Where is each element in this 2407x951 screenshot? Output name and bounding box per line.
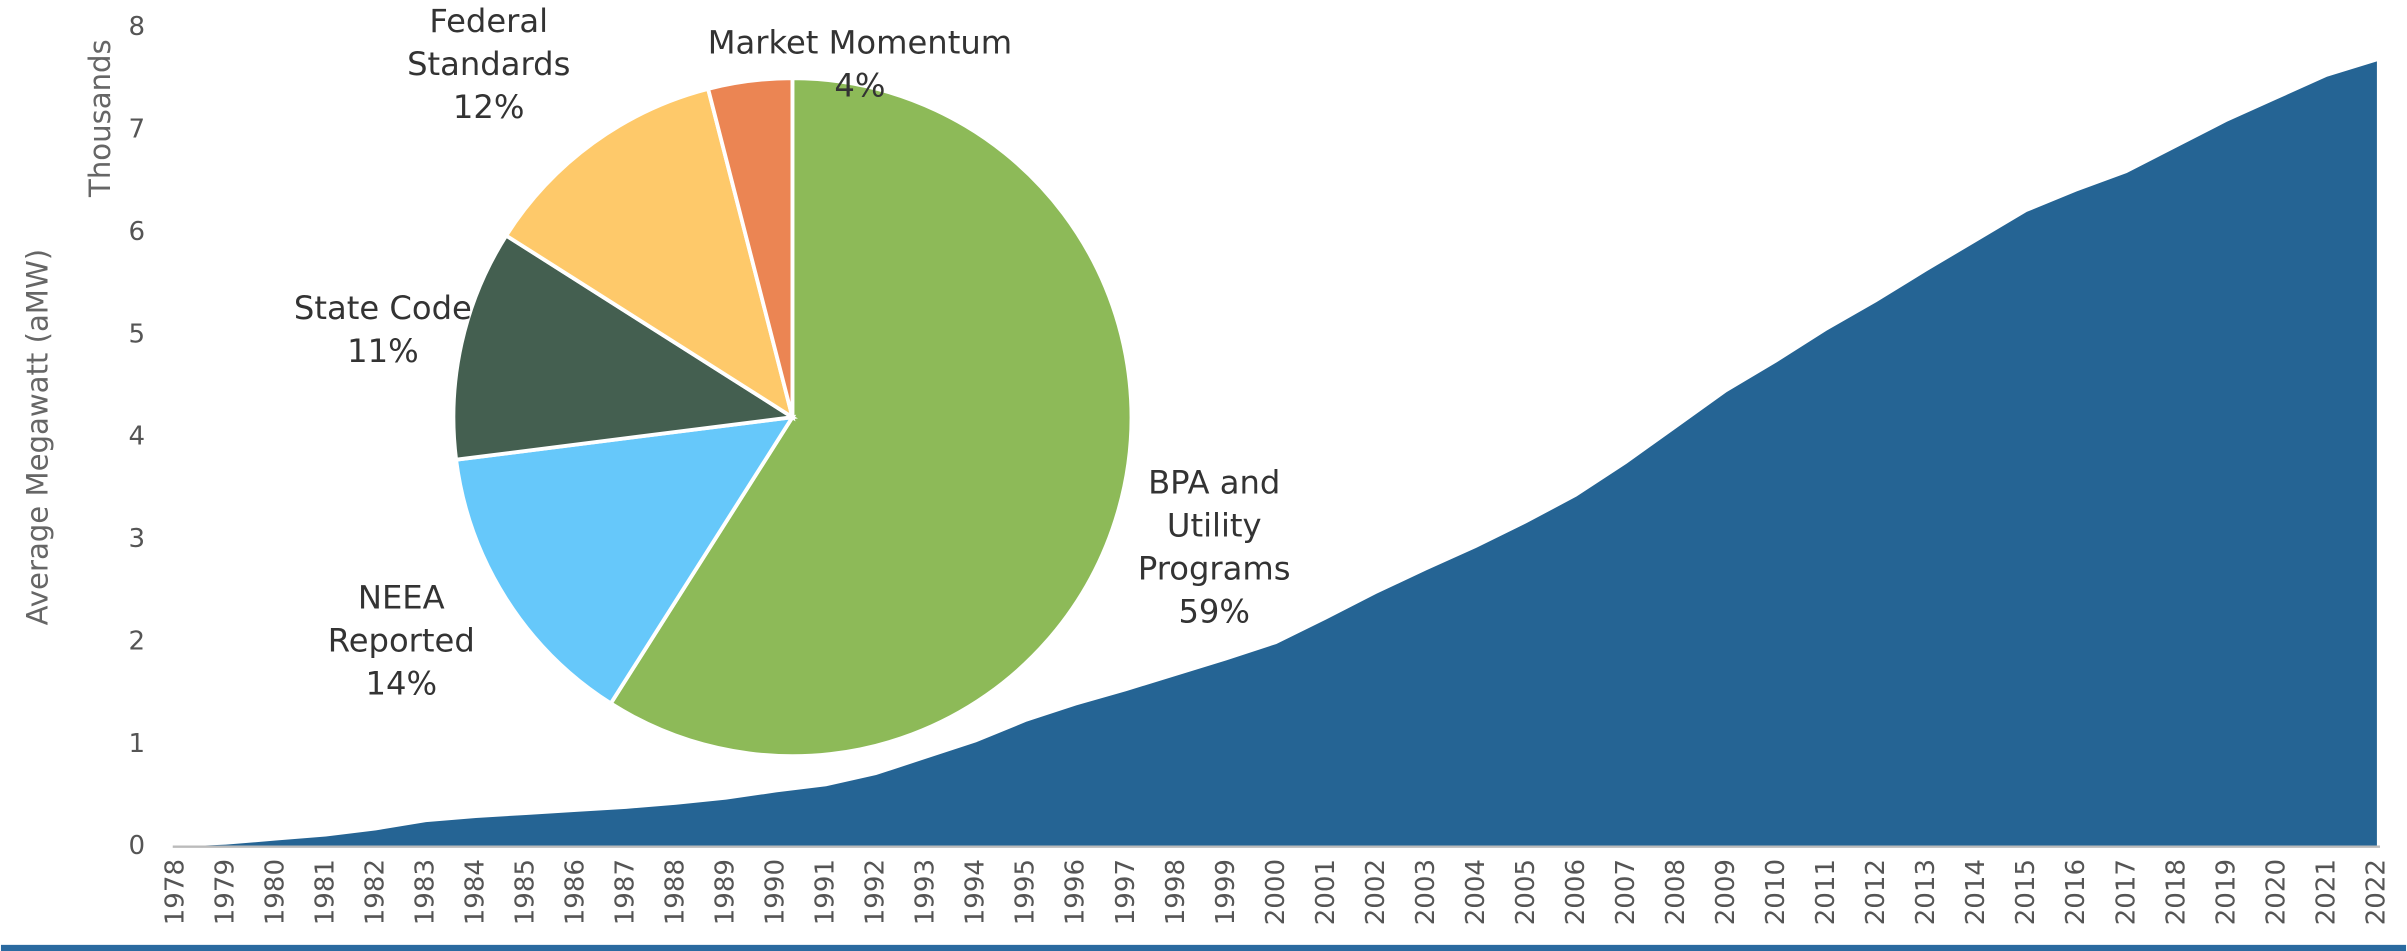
x-tick-label: 2012: [1861, 859, 1891, 925]
x-tick-label: 2019: [2211, 859, 2241, 925]
pie-value-label: 4%: [834, 66, 885, 104]
x-tick-label: 2007: [1611, 859, 1641, 925]
x-tick-label: 2010: [1761, 859, 1791, 925]
x-tick-label: 1996: [1061, 859, 1091, 925]
y-tick-label: 0: [129, 831, 146, 861]
x-tick-label: 2011: [1811, 859, 1841, 925]
x-tick-label: 2020: [2261, 859, 2291, 925]
x-tick-label: 1999: [1211, 859, 1241, 925]
x-tick-label: 2016: [2061, 859, 2091, 925]
x-tick-label: 1992: [861, 859, 891, 925]
y-tick-label: 6: [129, 217, 146, 247]
x-tick-label: 2021: [2311, 859, 2341, 925]
x-tick-label: 1991: [811, 859, 841, 925]
x-tick-label: 1997: [1111, 859, 1141, 925]
x-tick-label: 2015: [2011, 859, 2041, 925]
x-tick-label: 1989: [711, 859, 741, 925]
pie-label-line: Federal: [429, 2, 548, 40]
x-tick-label: 2004: [1461, 859, 1491, 925]
y-tick-label: 2: [129, 626, 146, 656]
x-tick-label: 1981: [310, 859, 340, 925]
x-tick-label: 2003: [1411, 859, 1441, 925]
x-tick-label: 2022: [2361, 859, 2391, 925]
bottom-border: [0, 944, 2407, 951]
x-tick-label: 2008: [1661, 859, 1691, 925]
x-tick-label: 1990: [761, 859, 791, 925]
x-tick-label: 1994: [961, 859, 991, 925]
y-tick-label: 7: [129, 114, 146, 144]
pie-slice: [451, 232, 798, 462]
x-tick-label: 2009: [1711, 859, 1741, 925]
pie-slice: [705, 76, 795, 418]
x-tick-label: 2018: [2161, 859, 2191, 925]
x-tick-label: 2005: [1511, 859, 1541, 925]
y-axis-title: Average Megawatt (aMW): [20, 249, 54, 626]
x-tick-label: 2013: [1911, 859, 1941, 925]
pie-value-label: 14%: [365, 665, 437, 703]
x-tick-label: 1982: [360, 859, 390, 925]
x-tick-label: 1995: [1011, 859, 1041, 925]
x-tick-label: 1986: [561, 859, 591, 925]
pie-label: NEEA Reported: [328, 579, 475, 660]
x-tick-label: 1985: [510, 859, 540, 925]
x-tick-label: 2014: [1961, 859, 1991, 925]
x-tick-label: 2017: [2111, 859, 2141, 925]
x-tick-label: 1988: [661, 859, 691, 925]
x-tick-label: 1984: [460, 859, 490, 925]
pie-value-label: 59%: [1178, 593, 1250, 631]
pie-label: BPA and Utility Programs: [1138, 464, 1291, 588]
pie-slice: [453, 414, 797, 707]
area: [175, 61, 2377, 847]
pie-label-line: BPA and: [1148, 464, 1280, 502]
pie-label-line: Utility: [1167, 507, 1262, 545]
y-tick-label: 8: [129, 12, 146, 42]
x-tick-label: 2006: [1561, 859, 1591, 925]
pie-label-line: Standards: [407, 45, 570, 83]
y-tick-label: 4: [129, 422, 146, 452]
y-axis-unit: Thousands: [83, 39, 117, 198]
x-tick-label: 1983: [410, 859, 440, 925]
pie-slice: [608, 76, 1134, 759]
pie-label-line: Market Momentum: [708, 23, 1012, 61]
pie-label-line: NEEA: [358, 579, 445, 617]
pie-label: Market Momentum: [708, 23, 1012, 61]
x-tick-label: 1980: [260, 859, 290, 925]
pie-label: State Code: [294, 289, 472, 327]
pie-value-label: 11%: [347, 332, 419, 370]
x-tick-label: 2000: [1261, 859, 1291, 925]
x-tick-label: 2001: [1311, 859, 1341, 925]
pie-label-line: Programs: [1138, 550, 1291, 588]
x-tick-label: 1993: [911, 859, 941, 925]
y-tick-label: 1: [129, 729, 146, 759]
x-tick-label: 1987: [611, 859, 641, 925]
pie-slice: [503, 86, 796, 422]
y-tick-label: 5: [129, 319, 146, 349]
x-tick-label: 1998: [1161, 859, 1191, 925]
x-tick-label: 1978: [160, 859, 190, 925]
pie-label-line: State Code: [294, 289, 472, 327]
x-tick-label: 2002: [1361, 859, 1391, 925]
pie-label-line: Reported: [328, 622, 475, 660]
x-tick-label: 1979: [210, 859, 240, 925]
y-tick-label: 3: [129, 524, 146, 554]
pie-label: Federal Standards: [407, 2, 570, 83]
pie-value-label: 12%: [453, 88, 525, 126]
